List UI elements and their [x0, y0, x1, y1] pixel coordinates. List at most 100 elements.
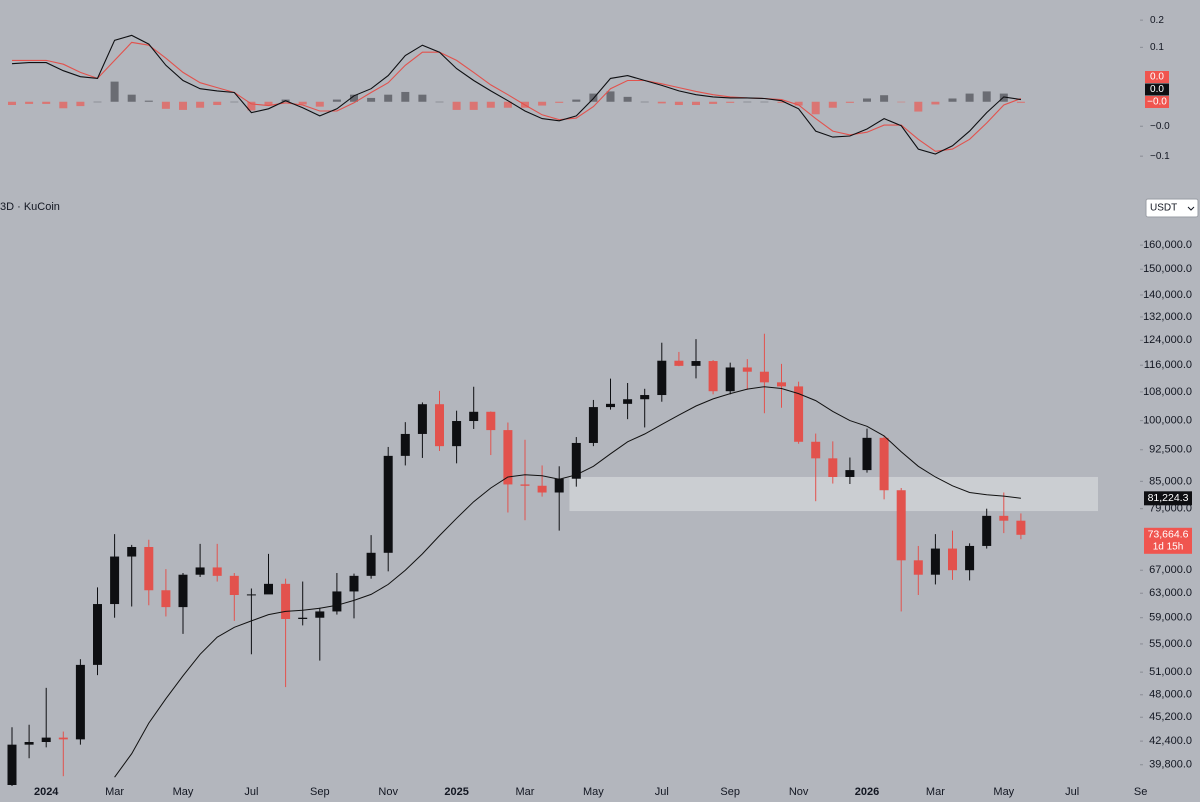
- currency-select[interactable]: USDT: [1145, 198, 1199, 218]
- candle-body: [759, 371, 769, 383]
- y-tick-label: 100,000.0: [1143, 415, 1192, 427]
- histogram-bar: [503, 101, 512, 108]
- y-tick-label: 63,000.0: [1149, 587, 1192, 599]
- macd-line: [11, 34, 1021, 155]
- signal-line: [12, 41, 1022, 152]
- symbol-label: 3D · KuCoin: [0, 201, 60, 213]
- chevron-icon[interactable]: [1187, 206, 1195, 211]
- candle-body: [537, 485, 547, 493]
- x-tick-label: 2025: [444, 786, 468, 798]
- currency-button[interactable]: [1145, 198, 1199, 218]
- y-tick-label: 85,000.0: [1149, 475, 1192, 487]
- candle-body: [503, 430, 513, 485]
- candle-body: [657, 360, 667, 396]
- y-tick-label: 92,500.0: [1149, 444, 1192, 456]
- candle-body: [161, 590, 171, 608]
- candle-body: [332, 591, 342, 612]
- candle-body: [708, 361, 718, 392]
- histogram-bar: [743, 101, 752, 103]
- histogram-bar: [1016, 101, 1025, 103]
- candle-body: [742, 367, 752, 372]
- candle-body: [828, 458, 838, 477]
- price-tag: [1144, 527, 1192, 554]
- indicator-tag-label: 0.0: [1150, 72, 1164, 83]
- histogram-bar: [179, 101, 187, 110]
- histogram-bar: [914, 101, 923, 112]
- candle-body: [640, 395, 650, 400]
- candle-body: [691, 361, 701, 366]
- histogram-bar: [196, 101, 205, 108]
- y-tick-label: 55,000.0: [1149, 638, 1192, 650]
- histogram-bar: [794, 101, 803, 106]
- histogram-bar: [25, 101, 34, 104]
- histogram-bar: [982, 91, 991, 102]
- price-tag-label: 81,224.3: [1148, 492, 1189, 504]
- candle-body: [435, 404, 444, 447]
- x-tick-label: May: [993, 786, 1014, 798]
- y-tick-label: 45,200.0: [1149, 711, 1192, 723]
- y-tick-label: 48,000.0: [1149, 689, 1192, 701]
- histogram-bar: [555, 101, 564, 103]
- histogram-bar: [999, 93, 1008, 102]
- candle-body: [110, 556, 120, 605]
- histogram-bar: [948, 98, 957, 102]
- candle-body: [127, 546, 137, 557]
- candle-body: [400, 433, 410, 456]
- histogram-bar: [640, 101, 649, 103]
- candle-body: [930, 548, 940, 575]
- indicator-tag: [1145, 71, 1169, 83]
- candle-body: [349, 575, 359, 592]
- currency-label[interactable]: USDT: [1150, 203, 1177, 214]
- histogram-bar: [110, 81, 119, 102]
- y-tick-label: 42,400.0: [1149, 735, 1192, 747]
- x-tick-label: May: [583, 786, 604, 798]
- y-tick-label: 124,000.0: [1143, 334, 1192, 346]
- x-tick-label: Sep: [310, 786, 330, 798]
- y-tick-label: 67,000.0: [1149, 564, 1192, 576]
- y-tick-label: 108,000.0: [1143, 386, 1192, 398]
- candle-body: [845, 470, 855, 477]
- histogram-bar: [828, 101, 837, 108]
- candle-body: [144, 546, 154, 591]
- candle-body: [725, 367, 735, 392]
- y-tick-label: 59,000.0: [1149, 612, 1192, 624]
- candle-body: [486, 411, 496, 431]
- y-tick-label: −0.1: [1150, 151, 1170, 162]
- histogram-bar: [657, 101, 666, 104]
- candle-body: [862, 437, 872, 471]
- histogram-bar: [486, 101, 495, 108]
- x-tick-label: Sep: [720, 786, 740, 798]
- histogram-bar: [384, 94, 393, 102]
- indicator-tag-label: −0.0: [1147, 97, 1167, 108]
- histogram-bar: [350, 94, 358, 102]
- candle-body: [24, 741, 34, 745]
- candle-body: [417, 404, 427, 434]
- x-tick-label: Jul: [655, 786, 669, 798]
- histogram-bar: [8, 101, 16, 106]
- histogram-bar: [42, 101, 51, 104]
- candle-body: [623, 399, 633, 404]
- histogram-bar: [435, 101, 444, 103]
- candle-body: [554, 478, 564, 493]
- histogram-bar: [230, 101, 239, 103]
- candle-body: [606, 403, 615, 408]
- x-tick-label: Mar: [926, 786, 945, 798]
- histogram-bar: [845, 101, 854, 103]
- candle-body: [366, 552, 376, 576]
- price-zone: [569, 476, 1098, 512]
- candle-body: [913, 560, 923, 575]
- histogram-bar: [144, 100, 153, 102]
- histogram-bar: [572, 99, 581, 102]
- candle-body: [281, 583, 291, 619]
- y-tick-label: 79,000.0: [1149, 503, 1192, 515]
- candle-body: [298, 617, 308, 619]
- candle-body: [1016, 520, 1026, 535]
- indicator-tag-label: 0.0: [1150, 84, 1164, 95]
- histogram-bar: [777, 101, 786, 103]
- y-tick-label: 0.2: [1150, 15, 1164, 26]
- candle-body: [948, 548, 957, 571]
- y-tick-label: 0.1: [1150, 42, 1164, 53]
- histogram-bar: [931, 101, 940, 105]
- y-tick-label: 140,000.0: [1143, 289, 1192, 301]
